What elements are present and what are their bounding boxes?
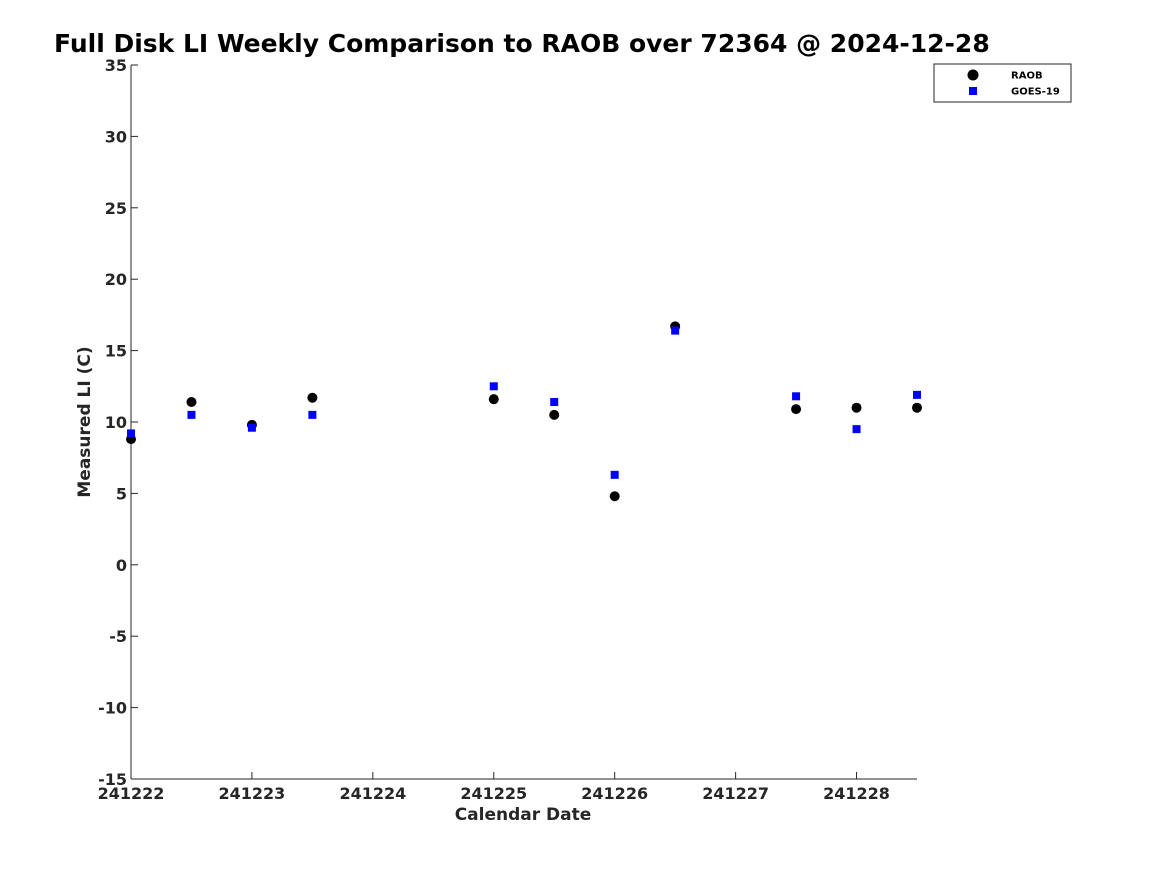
- data-points: [126, 321, 922, 502]
- y-tick-label: 5: [116, 484, 127, 503]
- chart-title: Full Disk LI Weekly Comparison to RAOB o…: [54, 29, 990, 58]
- y-tick-label: -10: [98, 699, 127, 718]
- x-tick-label: 241226: [581, 784, 648, 803]
- data-point: [610, 470, 619, 479]
- data-point: [308, 410, 317, 419]
- x-tick-label: 241227: [702, 784, 769, 803]
- data-point: [792, 392, 801, 401]
- data-point: [127, 429, 135, 438]
- legend: RAOB GOES-19: [933, 63, 1072, 103]
- data-point: [186, 397, 197, 408]
- x-tick-label: 241222: [98, 784, 165, 803]
- y-tick-label: 30: [105, 127, 127, 146]
- x-axis-label: Calendar Date: [455, 805, 592, 825]
- legend-label: GOES-19: [1011, 87, 1060, 98]
- legend-label: RAOB: [1011, 71, 1043, 82]
- legend-box: [933, 63, 1072, 103]
- x-tick-label: 241228: [823, 784, 890, 803]
- data-point: [488, 394, 499, 405]
- data-point: [671, 326, 680, 335]
- data-point: [550, 398, 559, 407]
- series-goes-19: [127, 326, 921, 479]
- data-point: [912, 402, 922, 413]
- data-point: [187, 410, 196, 419]
- legend-marker: [969, 87, 977, 95]
- x-tick-label: 241223: [219, 784, 286, 803]
- data-point: [247, 423, 256, 432]
- series-raob: [126, 321, 922, 502]
- y-tick-label: 10: [105, 413, 127, 432]
- y-tick-label: -5: [109, 627, 127, 646]
- legend-marker: [967, 69, 979, 81]
- data-point: [913, 390, 921, 399]
- x-tick-label: 241224: [339, 784, 406, 803]
- y-tick-label: 20: [105, 270, 127, 289]
- data-point: [307, 392, 318, 403]
- data-point: [549, 409, 560, 420]
- y-axis-label: Measured LI (C): [75, 346, 95, 497]
- data-point: [791, 404, 802, 415]
- y-tick-label: 35: [105, 56, 127, 75]
- data-point: [609, 491, 620, 502]
- data-point: [852, 425, 861, 434]
- data-point: [489, 382, 498, 391]
- y-tick-label: 15: [105, 342, 127, 361]
- x-tick-label: 241225: [460, 784, 527, 803]
- y-tick-label: -15: [98, 770, 127, 789]
- data-point: [851, 402, 862, 413]
- y-tick-label: 0: [116, 556, 127, 575]
- y-tick-label: 25: [105, 199, 127, 218]
